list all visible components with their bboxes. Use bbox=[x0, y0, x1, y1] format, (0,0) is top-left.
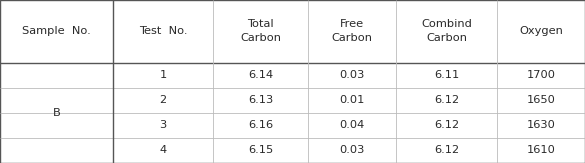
Text: 1650: 1650 bbox=[526, 95, 555, 105]
Text: 6.12: 6.12 bbox=[434, 145, 459, 156]
Text: 1630: 1630 bbox=[526, 120, 555, 130]
Text: 1: 1 bbox=[159, 70, 167, 80]
Text: 0.03: 0.03 bbox=[339, 145, 364, 156]
Text: 6.11: 6.11 bbox=[434, 70, 459, 80]
Text: 0.03: 0.03 bbox=[339, 70, 364, 80]
Text: 6.14: 6.14 bbox=[248, 70, 273, 80]
Text: 3: 3 bbox=[159, 120, 167, 130]
Text: 6.12: 6.12 bbox=[434, 120, 459, 130]
Text: 6.12: 6.12 bbox=[434, 95, 459, 105]
Text: 1610: 1610 bbox=[526, 145, 555, 156]
Text: Total
Carbon: Total Carbon bbox=[240, 19, 281, 43]
Text: 4: 4 bbox=[160, 145, 167, 156]
Text: Oxygen: Oxygen bbox=[519, 26, 563, 36]
Text: B: B bbox=[53, 108, 60, 118]
Text: 0.01: 0.01 bbox=[339, 95, 364, 105]
Text: 1700: 1700 bbox=[526, 70, 556, 80]
Text: Combind
Carbon: Combind Carbon bbox=[421, 19, 472, 43]
Text: 6.16: 6.16 bbox=[248, 120, 273, 130]
Text: Sample  No.: Sample No. bbox=[22, 26, 91, 36]
Text: 6.15: 6.15 bbox=[248, 145, 273, 156]
Text: 2: 2 bbox=[160, 95, 167, 105]
Text: 0.04: 0.04 bbox=[339, 120, 364, 130]
Text: Free
Carbon: Free Carbon bbox=[332, 19, 373, 43]
Text: Test  No.: Test No. bbox=[139, 26, 187, 36]
Text: 6.13: 6.13 bbox=[248, 95, 273, 105]
